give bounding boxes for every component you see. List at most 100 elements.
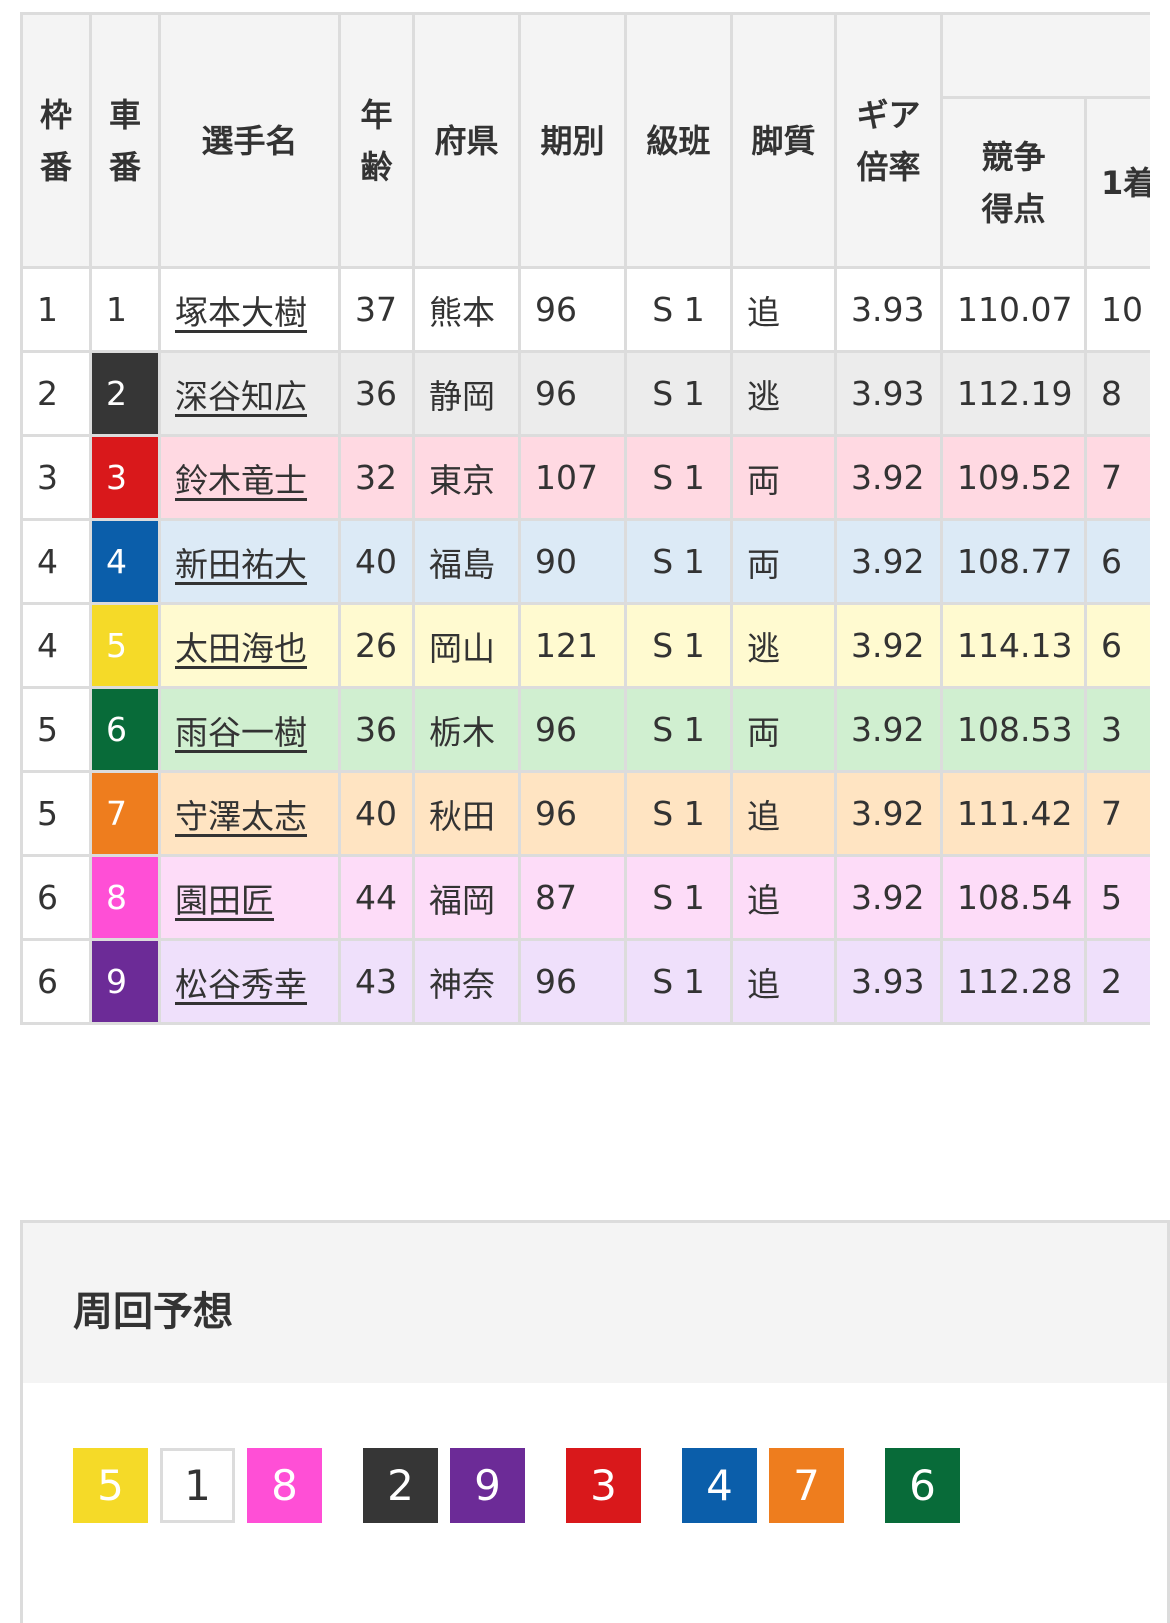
car-number-chip: 1 [160, 1448, 235, 1523]
header-pref: 府県 [412, 12, 521, 269]
racer-name-link[interactable]: 深谷知広 [175, 376, 307, 416]
cell-name: 園田匠 [158, 854, 341, 941]
cell-class: S 1 [624, 434, 733, 521]
cell-waku: 2 [20, 350, 92, 437]
cell-style: 追 [730, 266, 837, 353]
cell-age: 40 [338, 518, 415, 605]
cell-pref: 福岡 [412, 854, 521, 941]
cell-pref: 熊本 [412, 266, 521, 353]
cell-score: 112.28 [940, 938, 1087, 1025]
cell-car: 5 [89, 602, 161, 689]
header-waku: 枠番 [20, 12, 92, 269]
cell-car: 2 [89, 350, 161, 437]
cell-name: 太田海也 [158, 602, 341, 689]
cell-gear: 3.92 [834, 770, 943, 857]
cell-score: 114.13 [940, 602, 1087, 689]
cell-waku: 4 [20, 602, 92, 689]
cell-class: S 1 [624, 854, 733, 941]
header-term: 期別 [518, 12, 627, 269]
cell-age: 32 [338, 434, 415, 521]
cell-first: 7 [1084, 770, 1150, 857]
header-class: 級班 [624, 12, 733, 269]
racer-name-link[interactable]: 新田祐大 [175, 544, 307, 584]
cell-name: 新田祐大 [158, 518, 341, 605]
cell-waku: 6 [20, 938, 92, 1025]
racer-name-link[interactable]: 鈴木竜士 [175, 460, 307, 500]
header-first: 1着 [1084, 96, 1150, 269]
cell-gear: 3.92 [834, 854, 943, 941]
header-style: 脚質 [730, 12, 837, 269]
cell-term: 87 [518, 854, 627, 941]
cell-age: 36 [338, 686, 415, 773]
cell-first: 5 [1084, 854, 1150, 941]
cell-waku: 3 [20, 434, 92, 521]
header-score: 競争得点 [940, 96, 1087, 269]
cell-term: 107 [518, 434, 627, 521]
cell-gear: 3.93 [834, 266, 943, 353]
cell-car: 7 [89, 770, 161, 857]
cell-car: 4 [89, 518, 161, 605]
cell-score: 108.77 [940, 518, 1087, 605]
table-row: 4 5 太田海也 26 岡山 121 S 1 逃 3.92 114.13 6 [20, 602, 1150, 689]
cell-score: 111.42 [940, 770, 1087, 857]
cell-class: S 1 [624, 518, 733, 605]
table-row: 6 9 松谷秀幸 43 神奈 96 S 1 追 3.93 112.28 2 [20, 938, 1150, 1025]
header-group [940, 12, 1150, 99]
cell-first: 6 [1084, 518, 1150, 605]
table-row: 6 8 園田匠 44 福岡 87 S 1 追 3.92 108.54 5 [20, 854, 1150, 941]
car-number-chip: 9 [450, 1448, 525, 1523]
header-gear: ギア倍率 [834, 12, 943, 269]
cell-waku: 5 [20, 686, 92, 773]
cell-pref: 福島 [412, 518, 521, 605]
cell-age: 26 [338, 602, 415, 689]
header-age: 年齢 [338, 12, 415, 269]
racer-name-link[interactable]: 太田海也 [175, 628, 307, 668]
cell-waku: 4 [20, 518, 92, 605]
car-number-chip: 4 [682, 1448, 757, 1523]
racer-name-link[interactable]: 松谷秀幸 [175, 964, 307, 1004]
header-name: 選手名 [158, 12, 341, 269]
cell-name: 松谷秀幸 [158, 938, 341, 1025]
cell-term: 96 [518, 686, 627, 773]
cell-name: 塚本大樹 [158, 266, 341, 353]
car-number-chip: 7 [769, 1448, 844, 1523]
racer-name-link[interactable]: 塚本大樹 [175, 292, 307, 332]
header-car: 車番 [89, 12, 161, 269]
lap-prediction-title: 周回予想 [73, 1289, 233, 1335]
racer-name-link[interactable]: 園田匠 [175, 880, 274, 920]
racer-name-link[interactable]: 守澤太志 [175, 796, 307, 836]
racer-name-link[interactable]: 雨谷一樹 [175, 712, 307, 752]
cell-style: 両 [730, 686, 837, 773]
cell-score: 110.07 [940, 266, 1087, 353]
cell-style: 逃 [730, 602, 837, 689]
cell-style: 逃 [730, 350, 837, 437]
cell-car: 3 [89, 434, 161, 521]
cell-style: 追 [730, 854, 837, 941]
table-row: 3 3 鈴木竜士 32 東京 107 S 1 両 3.92 109.52 7 [20, 434, 1150, 521]
cell-gear: 3.93 [834, 350, 943, 437]
car-number-chip: 5 [73, 1448, 148, 1523]
cell-first: 10 [1084, 266, 1150, 353]
cell-score: 112.19 [940, 350, 1087, 437]
cell-class: S 1 [624, 602, 733, 689]
cell-age: 44 [338, 854, 415, 941]
table-row: 5 6 雨谷一樹 36 栃木 96 S 1 両 3.92 108.53 3 [20, 686, 1150, 773]
cell-first: 8 [1084, 350, 1150, 437]
cell-score: 108.54 [940, 854, 1087, 941]
cell-first: 7 [1084, 434, 1150, 521]
cell-score: 108.53 [940, 686, 1087, 773]
cell-pref: 神奈 [412, 938, 521, 1025]
car-number-chip: 8 [247, 1448, 322, 1523]
cell-class: S 1 [624, 938, 733, 1025]
cell-age: 40 [338, 770, 415, 857]
cell-style: 追 [730, 938, 837, 1025]
cell-gear: 3.92 [834, 602, 943, 689]
cell-term: 96 [518, 350, 627, 437]
cell-gear: 3.93 [834, 938, 943, 1025]
cell-first: 3 [1084, 686, 1150, 773]
cell-age: 43 [338, 938, 415, 1025]
cell-first: 6 [1084, 602, 1150, 689]
